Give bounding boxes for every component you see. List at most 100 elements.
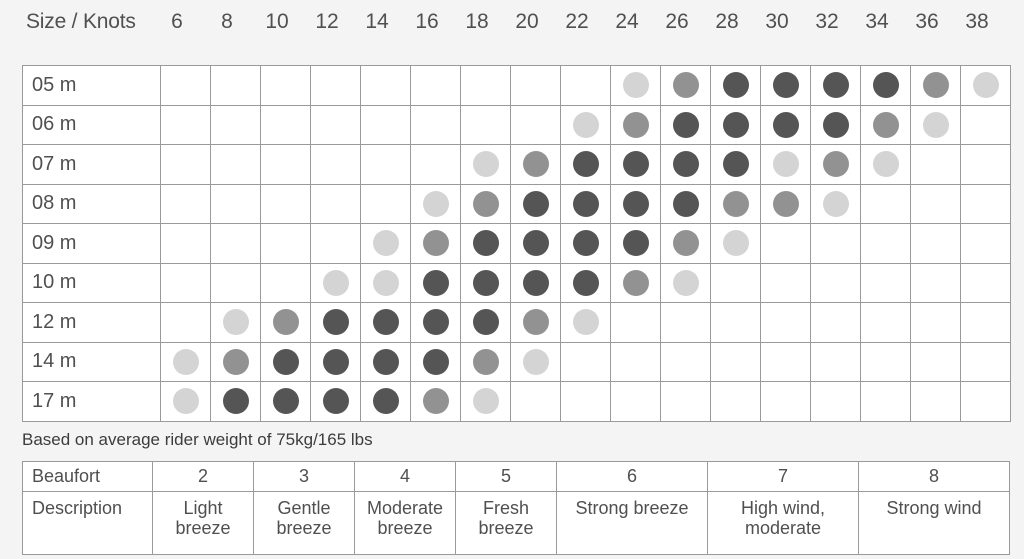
grid-cell xyxy=(960,104,1011,145)
suitability-dot-light xyxy=(572,309,599,336)
suitability-dot-dark xyxy=(572,230,599,257)
grid-cell xyxy=(860,144,911,185)
grid-cell xyxy=(710,262,761,303)
grid-cell xyxy=(660,262,711,303)
grid-cell xyxy=(360,302,411,343)
beaufort-force: 4 xyxy=(354,461,456,492)
size-row: 06 m xyxy=(22,104,1011,145)
description-text: High wind, moderate xyxy=(740,498,826,538)
knot-label: 28 xyxy=(715,10,739,33)
suitability-dot-dark xyxy=(522,230,549,257)
grid-cell xyxy=(410,65,461,106)
beaufort-force: 2 xyxy=(152,461,254,492)
beaufort-force: 6 xyxy=(556,461,708,492)
grid-cell xyxy=(160,104,211,145)
grid-cell xyxy=(360,381,411,422)
grid-cell xyxy=(510,262,561,303)
grid-cell xyxy=(760,65,811,106)
suitability-dot-dark xyxy=(622,190,649,217)
grid-cell xyxy=(160,223,211,264)
suitability-dot-dark xyxy=(472,309,499,336)
suitability-dot-light xyxy=(372,269,399,296)
suitability-dot-dark xyxy=(472,269,499,296)
grid-cell xyxy=(810,183,861,224)
knot-label: 6 xyxy=(171,10,183,33)
knot-label: 32 xyxy=(815,10,839,33)
suitability-dot-light xyxy=(922,111,949,138)
grid-cell xyxy=(610,262,661,303)
suitability-dot-medium xyxy=(222,348,249,375)
suitability-dot-light xyxy=(722,230,749,257)
knot-label: 20 xyxy=(515,10,539,33)
grid-cell xyxy=(610,104,661,145)
grid-cell xyxy=(310,302,361,343)
beaufort-force: 8 xyxy=(858,461,1010,492)
suitability-dot-dark xyxy=(572,190,599,217)
knot-label: 30 xyxy=(765,10,789,33)
grid-cell xyxy=(710,302,761,343)
size-row: 05 m xyxy=(22,65,1011,106)
size-label: 17 m xyxy=(22,381,161,422)
suitability-dot-medium xyxy=(922,72,949,99)
grid-cell xyxy=(460,381,511,422)
suitability-dot-dark xyxy=(722,72,749,99)
suitability-dot-light xyxy=(522,348,549,375)
grid-cell xyxy=(410,223,461,264)
grid-cell xyxy=(910,302,961,343)
grid-cell xyxy=(960,302,1011,343)
grid-cell xyxy=(710,104,761,145)
suitability-dot-dark xyxy=(572,269,599,296)
grid-cell xyxy=(460,144,511,185)
suitability-dot-dark xyxy=(872,72,899,99)
grid-cell xyxy=(960,381,1011,422)
grid-cell xyxy=(660,341,711,382)
grid-cell xyxy=(260,302,311,343)
knot-label: 38 xyxy=(965,10,989,33)
suitability-dot-medium xyxy=(472,190,499,217)
grid-cell xyxy=(560,223,611,264)
beaufort-force: 7 xyxy=(707,461,859,492)
grid-cell xyxy=(460,262,511,303)
grid-cell xyxy=(810,262,861,303)
grid-cell xyxy=(510,65,561,106)
size-row: 10 m xyxy=(22,262,1011,303)
grid-cell xyxy=(760,302,811,343)
grid-cell xyxy=(860,302,911,343)
grid-cell xyxy=(360,223,411,264)
grid-cell xyxy=(210,341,261,382)
grid-cell xyxy=(760,144,811,185)
grid-cell xyxy=(410,104,461,145)
suitability-dot-light xyxy=(372,230,399,257)
suitability-dot-dark xyxy=(622,230,649,257)
grid-cell xyxy=(760,223,811,264)
grid-cell xyxy=(360,65,411,106)
suitability-dot-dark xyxy=(672,111,699,138)
chart-title: Size / Knots xyxy=(26,10,136,33)
beaufort-description: High wind, moderate xyxy=(707,491,859,555)
grid-cell xyxy=(460,223,511,264)
grid-cell xyxy=(510,341,561,382)
grid-cell xyxy=(660,144,711,185)
suitability-dot-medium xyxy=(872,111,899,138)
grid-cell xyxy=(710,223,761,264)
suitability-dot-dark xyxy=(672,190,699,217)
knot-label: 24 xyxy=(615,10,639,33)
suitability-dot-medium xyxy=(822,151,849,178)
suitability-dot-dark xyxy=(772,111,799,138)
grid-cell xyxy=(410,262,461,303)
grid-cell xyxy=(210,65,261,106)
grid-cell xyxy=(460,183,511,224)
grid-cell xyxy=(160,302,211,343)
size-row: 09 m xyxy=(22,223,1011,264)
grid-cell xyxy=(510,381,561,422)
grid-cell xyxy=(460,341,511,382)
suitability-dot-dark xyxy=(522,269,549,296)
size-row: 17 m xyxy=(22,381,1011,422)
grid-cell xyxy=(910,341,961,382)
grid-cell xyxy=(360,104,411,145)
suitability-dot-medium xyxy=(522,151,549,178)
size-label: 14 m xyxy=(22,341,161,382)
suitability-dot-medium xyxy=(522,309,549,336)
